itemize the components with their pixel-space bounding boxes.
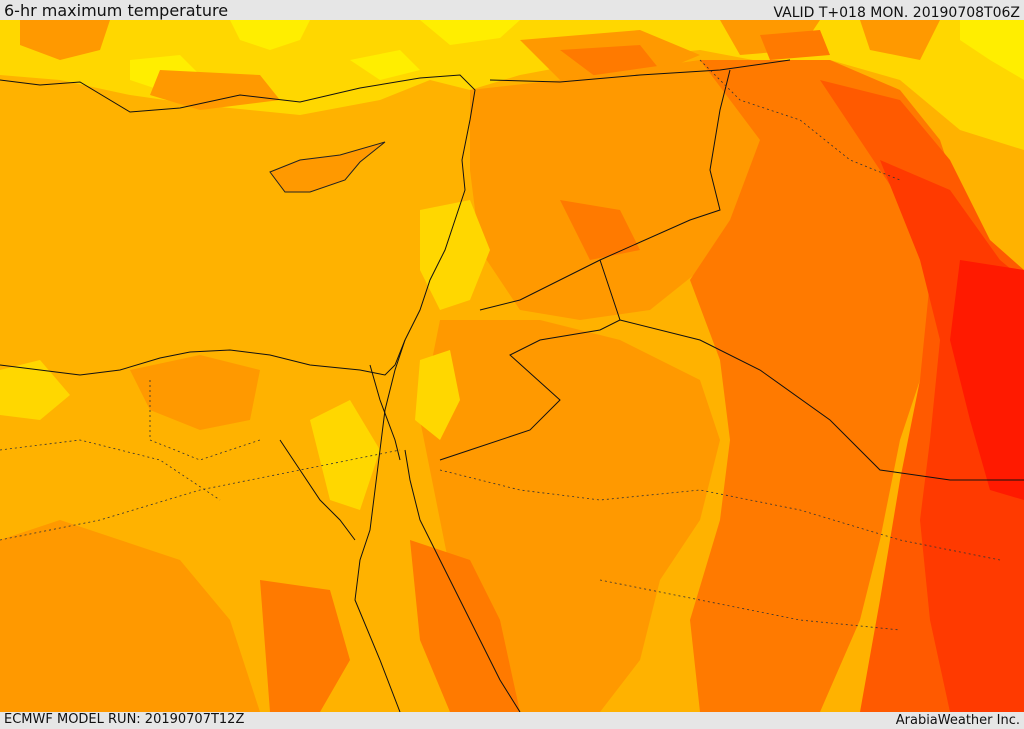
country-borders <box>369 59 1024 481</box>
turkey-orange-blobs <box>20 20 940 110</box>
admin-borders <box>0 59 1001 631</box>
credit: ArabiaWeather Inc. <box>895 713 1020 728</box>
levant-yellow-streaks <box>0 200 490 510</box>
cyprus-island <box>269 141 386 193</box>
map-header: 6-hr maximum temperature VALID T+018 MON… <box>0 0 1024 20</box>
map-svg <box>0 20 1024 712</box>
valid-time: VALID T+018 MON. 20190708T06Z <box>773 5 1020 21</box>
egypt-orange <box>0 355 260 712</box>
map-footer: ECMWF MODEL RUN: 20190707T12Z ArabiaWeat… <box>0 712 1024 729</box>
turkey-red-blobs <box>560 30 830 80</box>
syria-orange <box>470 60 830 320</box>
temperature-map <box>0 20 1024 712</box>
model-run: ECMWF MODEL RUN: 20190707T12Z <box>4 712 245 727</box>
kuwait-hotspot <box>950 260 1024 500</box>
map-title: 6-hr maximum temperature <box>4 1 229 20</box>
iraq-red-orange <box>690 60 960 712</box>
coastlines <box>0 74 521 712</box>
egypt-hot-patches <box>260 200 640 712</box>
